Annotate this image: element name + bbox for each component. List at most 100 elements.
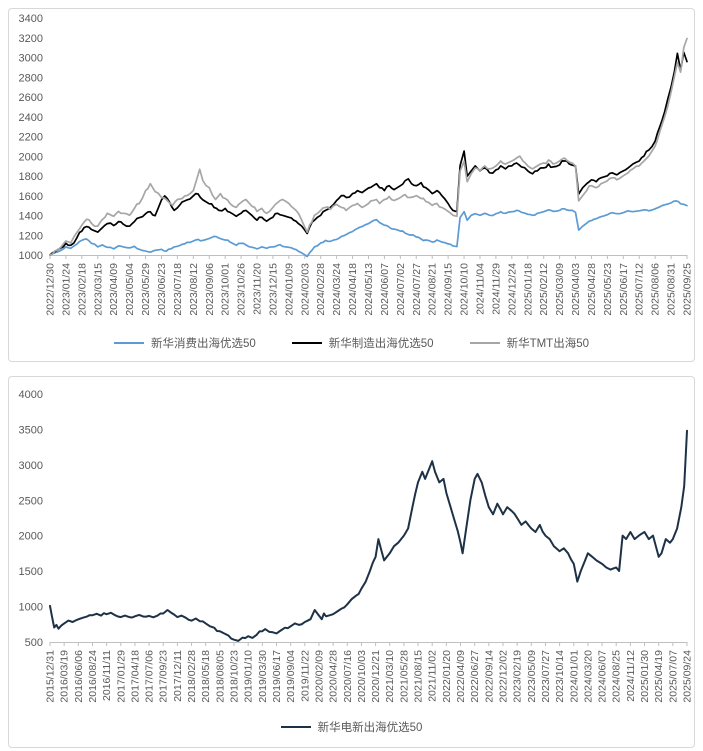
svg-text:2023/10/14: 2023/10/14 [554, 650, 566, 703]
svg-text:2022/06/27: 2022/06/27 [469, 650, 481, 703]
svg-text:2024/09/15: 2024/09/15 [443, 263, 455, 316]
svg-text:3400: 3400 [19, 13, 43, 25]
svg-text:2023/05/04: 2023/05/04 [124, 263, 136, 316]
svg-text:2025/04/03: 2025/04/03 [570, 263, 582, 316]
svg-text:2019/03/30: 2019/03/30 [257, 650, 269, 703]
svg-text:2018/10/23: 2018/10/23 [229, 650, 241, 703]
svg-text:2025/08/06: 2025/08/06 [650, 263, 662, 316]
svg-text:2025/04/19: 2025/04/19 [653, 650, 665, 703]
svg-text:2021/11/02: 2021/11/02 [427, 650, 439, 702]
svg-text:2023/07/18: 2023/07/18 [172, 263, 184, 316]
svg-text:2018/08/05: 2018/08/05 [214, 650, 226, 703]
svg-text:2024/04/18: 2024/04/18 [347, 263, 359, 316]
legend-line-swatch [113, 342, 144, 344]
svg-text:2024/05/13: 2024/05/13 [363, 263, 375, 316]
svg-text:2017/01/29: 2017/01/29 [115, 650, 127, 703]
svg-text:2024/07/27: 2024/07/27 [411, 263, 423, 316]
svg-text:1500: 1500 [19, 566, 43, 578]
svg-text:2024/08/21: 2024/08/21 [427, 263, 439, 316]
svg-text:3500: 3500 [19, 424, 43, 436]
svg-text:2024/12/24: 2024/12/24 [506, 263, 518, 316]
svg-text:2019/01/10: 2019/01/10 [243, 650, 255, 703]
legend-label: 新华消费出海优选50 [150, 338, 256, 350]
svg-text:500: 500 [25, 637, 43, 649]
svg-text:3200: 3200 [19, 33, 43, 45]
svg-text:2023/10/01: 2023/10/01 [220, 263, 232, 316]
svg-text:2024/01/01: 2024/01/01 [568, 650, 580, 703]
svg-text:2025/03/09: 2025/03/09 [554, 263, 566, 316]
svg-text:2022/12/02: 2022/12/02 [497, 650, 509, 703]
svg-text:3000: 3000 [19, 460, 43, 472]
svg-text:2025/09/25: 2025/09/25 [682, 263, 694, 316]
svg-text:2023/02/19: 2023/02/19 [512, 650, 524, 703]
svg-text:2021/05/28: 2021/05/28 [398, 650, 410, 703]
legend-item: 新华电新出海优选50 [280, 719, 423, 735]
svg-text:2022/04/09: 2022/04/09 [455, 650, 467, 703]
svg-text:2500: 2500 [19, 495, 43, 507]
svg-text:2017/04/18: 2017/04/18 [129, 650, 141, 703]
svg-text:2020/10/03: 2020/10/03 [356, 650, 368, 703]
svg-text:2025/07/12: 2025/07/12 [634, 263, 646, 316]
svg-text:2023/09/06: 2023/09/06 [204, 263, 216, 316]
svg-text:2020/04/28: 2020/04/28 [328, 650, 340, 703]
svg-text:2023/12/15: 2023/12/15 [267, 263, 279, 316]
legend-label: 新华制造出海优选50 [328, 338, 434, 350]
svg-text:2024/02/03: 2024/02/03 [299, 263, 311, 316]
svg-text:2025/01/18: 2025/01/18 [522, 263, 534, 316]
svg-text:1000: 1000 [19, 602, 43, 614]
svg-text:2019/09/04: 2019/09/04 [285, 650, 297, 703]
svg-text:2023/04/09: 2023/04/09 [108, 263, 120, 316]
index-chart-card-top: 1000 1200 1400 1600 1800 2000 2200 2400 2600 2800… [8, 8, 695, 362]
svg-text:1400: 1400 [19, 211, 43, 223]
svg-text:2020/07/16: 2020/07/16 [342, 650, 354, 703]
svg-text:2025/06/17: 2025/06/17 [618, 263, 630, 316]
legend-line-swatch [469, 342, 500, 344]
legend-line-swatch [280, 726, 311, 728]
svg-text:2400: 2400 [19, 112, 43, 124]
svg-text:2023/11/20: 2023/11/20 [252, 263, 264, 315]
svg-text:2020/02/09: 2020/02/09 [313, 650, 325, 703]
svg-text:2023/05/29: 2023/05/29 [140, 263, 152, 316]
legend-item: 新华制造出海优选50 [291, 335, 434, 351]
legend-item: 新华消费出海优选50 [113, 335, 256, 351]
svg-text:2016/08/24: 2016/08/24 [87, 650, 99, 703]
svg-text:2025/02/12: 2025/02/12 [538, 263, 550, 316]
svg-text:2025/09/24: 2025/09/24 [682, 650, 694, 703]
legend-item: 新华TMT出海50 [469, 335, 589, 351]
svg-text:2023/05/09: 2023/05/09 [526, 650, 538, 703]
legend-label: 新华电新出海优选50 [317, 722, 423, 734]
svg-text:2023/10/26: 2023/10/26 [236, 263, 248, 316]
svg-text:2018/05/18: 2018/05/18 [200, 650, 212, 703]
svg-text:2023/02/18: 2023/02/18 [76, 263, 88, 316]
svg-text:2025/01/30: 2025/01/30 [639, 650, 651, 703]
chart-legend: 新华消费出海优选50 新华制造出海优选50 新华TMT出海50 [9, 335, 694, 351]
svg-text:2017/12/11: 2017/12/11 [172, 650, 184, 702]
svg-text:2017/09/23: 2017/09/23 [158, 650, 170, 703]
svg-text:2024/02/28: 2024/02/28 [315, 263, 327, 316]
svg-text:3000: 3000 [19, 53, 43, 65]
svg-text:2024/07/02: 2024/07/02 [395, 263, 407, 316]
svg-text:2800: 2800 [19, 72, 43, 84]
svg-text:2024/06/07: 2024/06/07 [597, 650, 609, 703]
svg-text:2022/09/14: 2022/09/14 [483, 650, 495, 703]
svg-text:2021/08/15: 2021/08/15 [413, 650, 425, 703]
svg-text:2018/02/28: 2018/02/28 [186, 650, 198, 703]
svg-text:2024/08/25: 2024/08/25 [611, 650, 623, 703]
svg-text:2024/11/04: 2024/11/04 [474, 263, 486, 315]
svg-text:2022/12/30: 2022/12/30 [45, 263, 57, 316]
chart-legend: 新华电新出海优选50 [9, 719, 694, 735]
svg-text:1800: 1800 [19, 171, 43, 183]
svg-text:2025/05/23: 2025/05/23 [602, 263, 614, 316]
svg-text:4000: 4000 [19, 389, 43, 401]
svg-text:2020/12/21: 2020/12/21 [370, 650, 382, 703]
svg-text:2016/03/19: 2016/03/19 [59, 650, 71, 703]
svg-text:2025/07/07: 2025/07/07 [667, 650, 679, 703]
svg-text:2024/06/07: 2024/06/07 [379, 263, 391, 316]
svg-text:2000: 2000 [19, 531, 43, 543]
svg-text:2016/11/11: 2016/11/11 [101, 650, 113, 701]
svg-text:2021/03/10: 2021/03/10 [384, 650, 396, 703]
svg-text:2600: 2600 [19, 92, 43, 104]
svg-text:2017/07/06: 2017/07/06 [144, 650, 156, 703]
svg-text:2200: 2200 [19, 132, 43, 144]
svg-text:1000: 1000 [19, 250, 43, 262]
